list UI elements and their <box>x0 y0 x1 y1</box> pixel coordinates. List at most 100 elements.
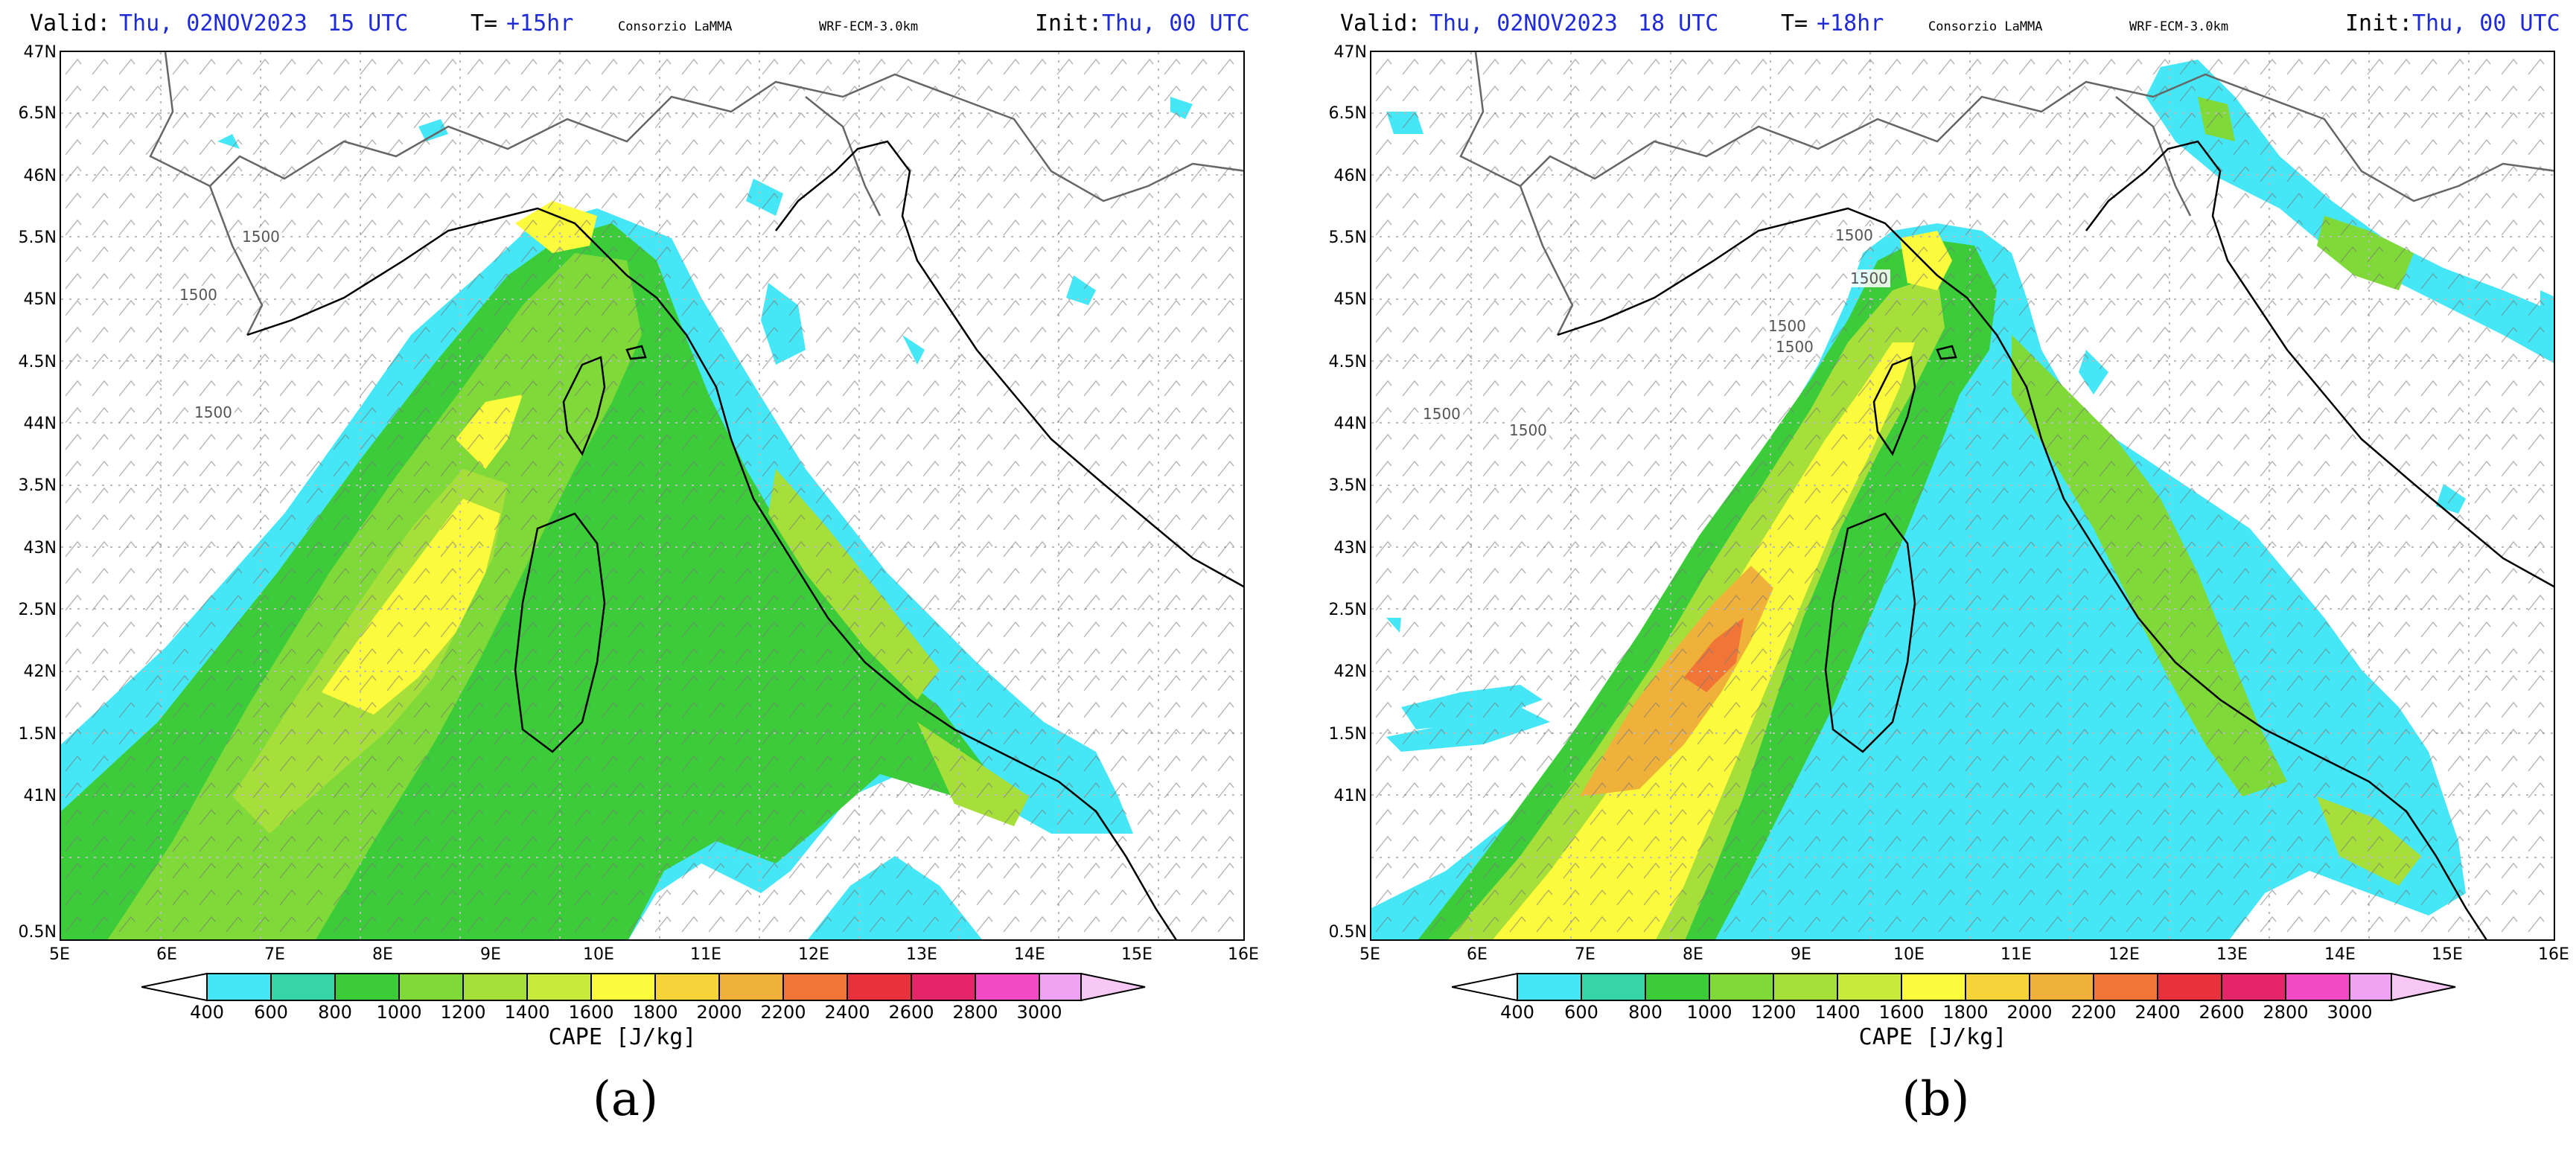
cape-colorbar <box>141 972 1146 1002</box>
lat-label: 46N <box>1333 167 1367 185</box>
panel-b: Valid: Thu, 02NOV2023 18 UTC T= +18hr Co… <box>1310 0 2576 1150</box>
contour-label: 1500 <box>1833 226 1875 244</box>
colorbar-tick: 1400 <box>504 1002 550 1023</box>
lat-label: 6.5N <box>18 104 57 123</box>
colorbar-tick: 2800 <box>952 1002 998 1023</box>
lon-label: 14E <box>2324 945 2356 964</box>
colorbar-tick: 1800 <box>632 1002 678 1023</box>
panel-caption: (a) <box>592 1072 659 1127</box>
lat-label: 41N <box>23 787 57 805</box>
panel-a: Valid: Thu, 02NOV2023 15 UTC T= +15hr Co… <box>0 0 1266 1150</box>
lat-label: 47N <box>1333 43 1367 62</box>
valid-hour: 18 UTC <box>1638 10 1719 36</box>
lon-label: 6E <box>1467 945 1488 964</box>
cape-field <box>1371 52 2554 939</box>
contour-label: 1500 <box>1848 269 1890 287</box>
lat-label: 1.5N <box>1328 725 1367 744</box>
lat-label: 44N <box>23 415 57 433</box>
colorbar-tick: 400 <box>190 1002 224 1023</box>
colorbar-tick: 600 <box>254 1002 288 1023</box>
lat-label: 42N <box>1333 662 1367 681</box>
colorbar-tick: 1200 <box>440 1002 486 1023</box>
model-label: WRF-ECM-3.0km <box>2129 19 2229 34</box>
colorbar-title: CAPE [J/kg] <box>1858 1024 2007 1050</box>
lat-label: 44N <box>1333 415 1367 433</box>
lon-label: 10E <box>1893 945 1925 964</box>
lon-label: 12E <box>798 945 829 964</box>
lon-label: 9E <box>1791 945 1811 964</box>
colorbar-tick: 1000 <box>376 1002 422 1023</box>
lat-label: 1.5N <box>18 725 57 744</box>
contour-label: 1500 <box>177 286 220 304</box>
lead-value: +15hr <box>506 10 574 36</box>
colorbar-tick: 2400 <box>2135 1002 2181 1023</box>
cape-colorbar <box>1452 972 2456 1002</box>
colorbar-tick: 3000 <box>1016 1002 1062 1023</box>
colorbar-tick: 400 <box>1500 1002 1534 1023</box>
valid-label: Valid: <box>30 10 111 36</box>
colorbar-tick: 2000 <box>2006 1002 2053 1023</box>
colorbar-title: CAPE [J/kg] <box>548 1024 697 1050</box>
colorbar-tick: 2000 <box>696 1002 742 1023</box>
colorbar-tick: 600 <box>1564 1002 1598 1023</box>
cape-map: 1500 1500 1500 <box>60 51 1245 941</box>
colorbar-tick: 1200 <box>1750 1002 1796 1023</box>
lead-label: T= <box>471 10 498 36</box>
colorbar-tick: 2200 <box>2070 1002 2117 1023</box>
valid-label: Valid: <box>1340 10 1421 36</box>
lat-label: 3.5N <box>18 476 57 495</box>
init-label: Init: <box>2345 10 2413 36</box>
lead-label: T= <box>1781 10 1808 36</box>
valid-date: Thu, 02NOV2023 <box>119 10 307 36</box>
lon-label: 9E <box>480 945 501 964</box>
contour-label: 1500 <box>1507 421 1549 439</box>
lat-label: 4.5N <box>18 353 57 371</box>
lon-label: 13E <box>906 945 937 964</box>
org-label: Consorzio LaMMA <box>618 19 733 34</box>
colorbar-tick: 2400 <box>824 1002 870 1023</box>
colorbar-tick: 1800 <box>1942 1002 1989 1023</box>
model-label: WRF-ECM-3.0km <box>819 19 919 34</box>
colorbar-tick: 2800 <box>2263 1002 2309 1023</box>
lead-value: +18hr <box>1817 10 1884 36</box>
lat-label: 5.5N <box>18 229 57 247</box>
lon-label: 11E <box>690 945 721 964</box>
panel-caption: (b) <box>1901 1072 1970 1127</box>
lon-label: 6E <box>156 945 177 964</box>
lon-label: 15E <box>2432 945 2463 964</box>
lat-label: 5.5N <box>1328 229 1367 247</box>
lat-label: 0.5N <box>18 923 57 942</box>
lon-label: 8E <box>1683 945 1703 964</box>
colorbar-tick: 800 <box>318 1002 352 1023</box>
lon-label: 14E <box>1014 945 1045 964</box>
colorbar-tick: 800 <box>1628 1002 1662 1023</box>
colorbar-tick: 1600 <box>568 1002 614 1023</box>
init-label: Init: <box>1035 10 1103 36</box>
lat-label: 47N <box>23 43 57 62</box>
colorbar-tick: 3000 <box>2327 1002 2373 1023</box>
colorbar-tick: 1000 <box>1686 1002 1732 1023</box>
lon-label: 7E <box>264 945 285 964</box>
lat-label: 45N <box>23 290 57 309</box>
lon-label: 5E <box>49 945 70 964</box>
lat-label: 45N <box>1333 290 1367 309</box>
contour-label: 1500 <box>240 228 282 246</box>
lat-label: 0.5N <box>1328 923 1367 942</box>
lon-label: 12E <box>2108 945 2140 964</box>
colorbar-tick: 2600 <box>2199 1002 2245 1023</box>
colorbar-tick: 2200 <box>760 1002 806 1023</box>
contour-label: 1500 <box>192 403 235 421</box>
valid-hour: 15 UTC <box>328 10 409 36</box>
cape-field <box>61 52 1243 939</box>
lon-label: 16E <box>1228 945 1259 964</box>
colorbar-tick: 2600 <box>888 1002 934 1023</box>
contour-label: 1500 <box>1766 317 1808 335</box>
lat-label: 46N <box>23 167 57 185</box>
lat-label: 3.5N <box>1328 476 1367 495</box>
lon-label: 13E <box>2216 945 2248 964</box>
org-label: Consorzio LaMMA <box>1928 19 2043 34</box>
lat-label: 2.5N <box>18 601 57 619</box>
valid-date: Thu, 02NOV2023 <box>1429 10 1618 36</box>
lon-label: 8E <box>372 945 393 964</box>
init-value: Thu, 00 UTC <box>2412 10 2560 36</box>
